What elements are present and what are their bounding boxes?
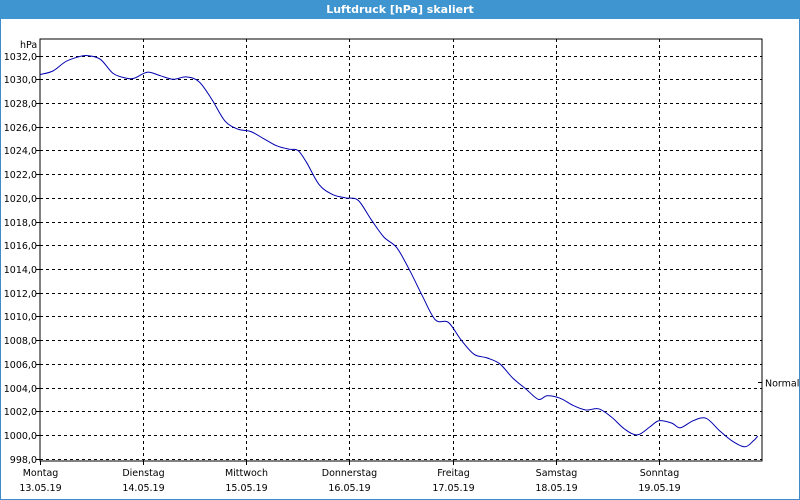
y-tick-label: 1010,0 bbox=[4, 312, 37, 323]
y-tick-label: 1014,0 bbox=[4, 265, 37, 276]
chart-title: Luftdruck [hPa] skaliert bbox=[0, 0, 800, 19]
grid-lines bbox=[40, 39, 762, 461]
y-tick-label: 1028,0 bbox=[4, 99, 37, 110]
y-tick-label: 1008,0 bbox=[4, 336, 37, 347]
y-tick-label: 1006,0 bbox=[4, 360, 37, 371]
x-tick-date: 15.05.19 bbox=[225, 483, 267, 494]
y-tick-label: 1026,0 bbox=[4, 123, 37, 134]
x-tick-day: Samstag bbox=[536, 468, 578, 479]
x-tick-day: Sonntag bbox=[640, 468, 679, 479]
x-tick-date: 19.05.19 bbox=[638, 483, 680, 494]
pressure-series-line bbox=[39, 54, 759, 448]
y-tick-label: 1000,0 bbox=[4, 431, 37, 442]
y-tick-label: 1018,0 bbox=[4, 218, 37, 229]
x-tick-date: 13.05.19 bbox=[19, 483, 61, 494]
y-axis: 1032,0 1030,0 1028,0 1026,0 1024,0 1022,0 1020… bbox=[4, 52, 40, 466]
x-tick-day: Dienstag bbox=[122, 468, 164, 479]
x-tick-date: 14.05.19 bbox=[122, 483, 164, 494]
x-tick-day: Donnerstag bbox=[322, 468, 377, 479]
y-tick-label: 1002,0 bbox=[4, 407, 37, 418]
y-tick-label: 1030,0 bbox=[4, 75, 37, 86]
x-tick-date: 17.05.19 bbox=[432, 483, 474, 494]
y-tick-label: 1024,0 bbox=[4, 146, 37, 157]
y-tick-label: 1016,0 bbox=[4, 241, 37, 252]
x-tick-day: Montag bbox=[23, 468, 59, 479]
y-tick-label: 1032,0 bbox=[4, 52, 37, 63]
y-tick-label: 998,0 bbox=[10, 455, 37, 466]
x-tick-day: Freitag bbox=[437, 468, 470, 479]
plot-area bbox=[39, 38, 763, 462]
y-tick-label: 1012,0 bbox=[4, 289, 37, 300]
x-axis: Montag 13.05.19 Dienstag 14.05.19 Mittwoch 15… bbox=[19, 461, 681, 494]
normal-label: Normal bbox=[765, 379, 799, 390]
y-tick-label: 1004,0 bbox=[4, 384, 37, 395]
y-tick-label: 1020,0 bbox=[4, 194, 37, 205]
x-tick-date: 18.05.19 bbox=[535, 483, 577, 494]
x-tick-date: 16.05.19 bbox=[328, 483, 370, 494]
y-tick-label: 1022,0 bbox=[4, 170, 37, 181]
y-axis-label: hPa bbox=[20, 40, 37, 51]
x-tick-day: Mittwoch bbox=[225, 468, 268, 479]
